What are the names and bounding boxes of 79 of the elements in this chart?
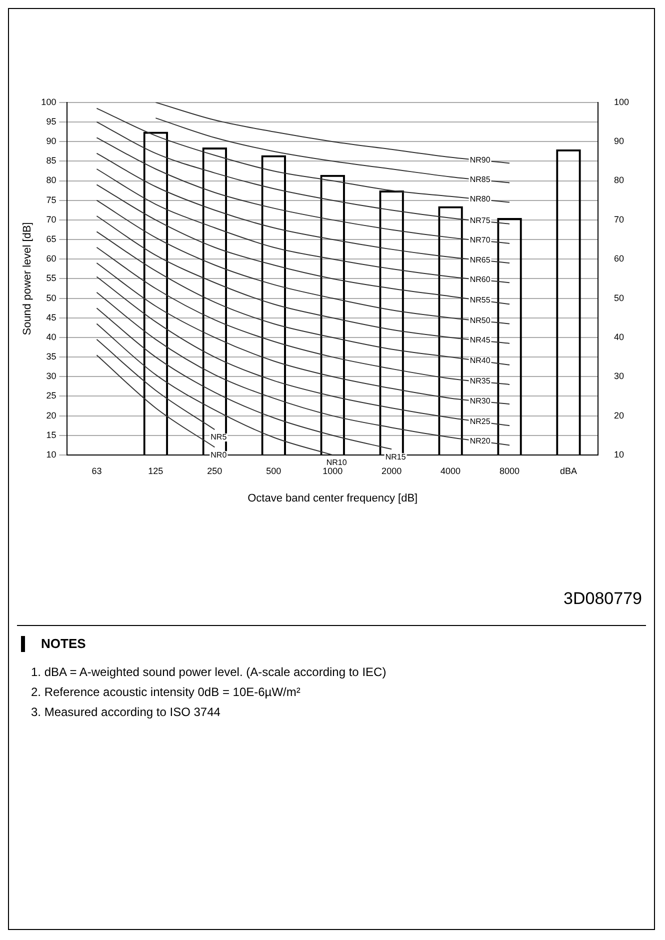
- y-tick-label: 40: [46, 332, 56, 342]
- y2-tick-label: 40: [614, 332, 624, 342]
- y2-tick-label: 20: [614, 410, 624, 420]
- series-label: NR5: [210, 432, 228, 442]
- text: 2. Reference acoustic intensity 0dB = 10E-6µW/m²: [31, 685, 300, 699]
- x-axis-title: Octave band center frequency [dB]: [248, 492, 418, 504]
- y-tick-label: 100: [41, 96, 56, 107]
- x-tick-label: 63: [92, 466, 102, 476]
- line-series: [96, 262, 510, 405]
- line-series: [96, 246, 510, 385]
- y-tick-label: 35: [46, 352, 56, 362]
- line-series: [96, 184, 510, 305]
- x-tick-label: 2000: [382, 466, 402, 476]
- x-tick-label: 4000: [440, 466, 461, 476]
- text: 3D080779: [564, 589, 642, 609]
- y-tick-label: 45: [46, 312, 56, 322]
- series-label: NR15: [385, 452, 406, 462]
- series-label: NR75: [470, 216, 491, 226]
- y-tick-label: 15: [46, 430, 56, 440]
- line-series: [96, 121, 510, 224]
- x-tick-label: dBA: [560, 466, 578, 476]
- y-tick-label: 50: [46, 292, 56, 303]
- y-tick-label: 55: [46, 273, 56, 284]
- series-label: NR45: [470, 336, 491, 345]
- series-label: NR70: [470, 236, 491, 245]
- series-label: NR40: [470, 356, 491, 366]
- series-label: NR60: [470, 274, 491, 284]
- x-tick-label: 8000: [500, 466, 520, 476]
- series-label: NR0: [210, 450, 228, 460]
- line-series: [96, 308, 392, 450]
- y-tick-label: 60: [46, 254, 56, 264]
- x-tick-label: 125: [148, 466, 164, 476]
- line-series: [96, 168, 510, 284]
- y-tick-label: 20: [46, 410, 56, 420]
- line-series: [155, 102, 510, 164]
- series-label: NR50: [470, 316, 491, 326]
- x-tick-label: 250: [207, 466, 222, 476]
- y-tick-label: 30: [46, 371, 56, 382]
- series-label: NR90: [470, 155, 491, 164]
- y2-tick-label: 70: [614, 214, 624, 224]
- series-label: NR85: [470, 174, 491, 184]
- line-series: [96, 137, 510, 244]
- text: 1. dBA = A-weighted sound power level. (A-scale according to IEC): [31, 665, 386, 679]
- y-tick-label: 75: [46, 194, 56, 205]
- y-tick-label: 25: [46, 390, 56, 401]
- line-series: [96, 108, 510, 203]
- y-tick-label: 85: [46, 156, 56, 166]
- line-series: [96, 276, 510, 426]
- y-tick-label: 95: [46, 116, 56, 126]
- line-series: [96, 216, 510, 344]
- series-label: NR80: [470, 194, 491, 204]
- y2-tick-label: 30: [614, 371, 624, 382]
- y-tick-label: 65: [46, 234, 56, 244]
- x-tick-label: 500: [266, 466, 282, 476]
- y-tick-label: 90: [46, 136, 56, 146]
- series-label: NR35: [470, 376, 491, 386]
- x-tick-label: 1000: [322, 466, 343, 476]
- series-label: NR25: [470, 416, 491, 426]
- line-series: [155, 118, 510, 184]
- text: 3. Measured according to ISO 3744: [31, 705, 220, 719]
- y2-tick-label: 80: [614, 175, 624, 186]
- line-series: [96, 292, 510, 446]
- y-tick-label: 80: [46, 175, 56, 186]
- y-tick-label: 10: [46, 449, 56, 460]
- y2-tick-label: 60: [614, 254, 624, 264]
- y2-tick-label: 50: [614, 292, 624, 303]
- y2-tick-label: 100: [614, 96, 630, 107]
- series-label: NR65: [470, 255, 491, 264]
- series-label: NR55: [470, 295, 491, 304]
- y2-tick-label: 10: [614, 449, 624, 460]
- series-label: NR30: [470, 396, 491, 406]
- text: NOTES: [41, 636, 86, 651]
- y-tick-label: 70: [46, 214, 56, 224]
- line-series: [96, 231, 510, 366]
- line-series: [96, 152, 510, 264]
- series-label: NR10: [326, 458, 348, 468]
- y2-tick-label: 90: [614, 136, 624, 146]
- series-label: NR20: [470, 436, 491, 446]
- y-axis-title: Sound power level [dB]: [22, 222, 34, 336]
